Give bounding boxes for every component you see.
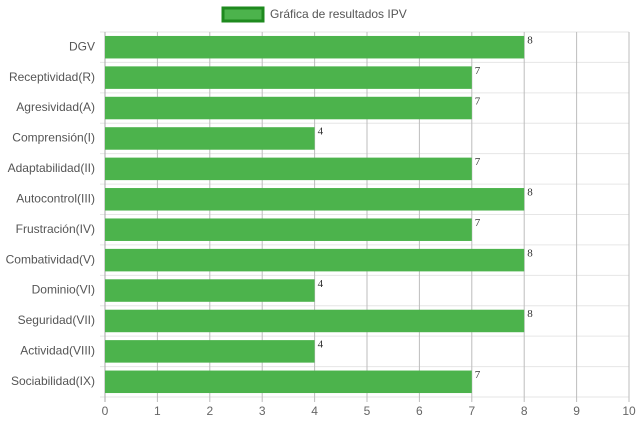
value-label: 7 [475,217,481,229]
value-label: 7 [475,95,481,107]
y-tick-label: Sociabilidad(IX) [11,374,95,388]
y-tick-label: Agresividad(A) [16,100,95,114]
x-tick-label: 9 [573,404,580,418]
value-label: 4 [318,339,324,351]
x-tick-label: 4 [311,404,318,418]
x-tick-label: 6 [416,404,423,418]
value-label: 8 [527,187,533,199]
y-tick-label: Dominio(VI) [32,283,95,297]
y-tick-label: Receptividad(R) [9,70,95,84]
y-tick-label: Seguridad(VII) [18,313,95,327]
x-tick-label: 3 [259,404,266,418]
bar [105,127,315,150]
value-label: 4 [318,278,324,290]
bar [105,370,472,394]
y-tick-label: Actividad(VIII) [20,344,95,358]
value-label: 7 [475,156,481,168]
bar [105,66,472,89]
legend-swatch [221,6,265,23]
x-tick-label: 10 [622,404,636,418]
value-label: 7 [475,65,481,77]
x-tick-label: 0 [102,404,109,418]
y-tick-label: Combatividad(V) [6,252,95,266]
x-tick-label: 2 [206,404,213,418]
bar [105,157,472,181]
value-label: 8 [527,34,533,46]
value-label: 4 [318,126,324,138]
value-label: 7 [475,369,481,381]
value-label: 8 [527,308,533,320]
x-tick-label: 8 [521,404,528,418]
y-tick-label: DGV [69,39,95,53]
bar [105,35,525,59]
bar [105,309,525,333]
bar [105,218,472,241]
bar [105,188,525,211]
legend-label: Gráfica de resultados IPV [270,7,407,21]
y-tick-label: Autocontrol(III) [16,191,95,205]
y-tick-label: Frustración(IV) [16,222,95,236]
bar [105,279,315,302]
y-tick-label: Adaptabilidad(II) [8,161,95,175]
y-tick-label: Comprensión(I) [12,131,95,145]
x-tick-label: 7 [468,404,475,418]
x-tick-label: 5 [364,404,371,418]
bar [105,340,315,363]
bar [105,96,472,120]
x-tick-label: 1 [154,404,161,418]
bar [105,248,525,272]
value-label: 8 [527,247,533,259]
